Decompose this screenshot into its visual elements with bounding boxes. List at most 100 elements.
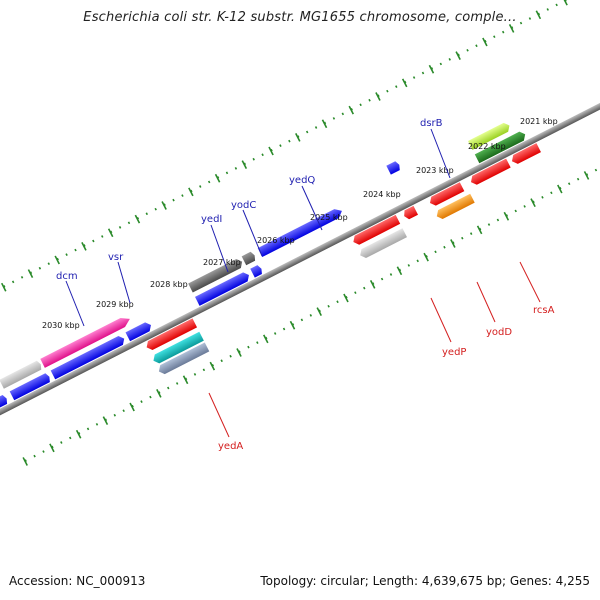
gene-arrow-yedP[interactable]	[358, 228, 407, 260]
major-tick	[81, 241, 87, 251]
kbp-label: 2021 kbp	[520, 117, 558, 126]
major-tick	[375, 92, 381, 101]
major-tick	[535, 10, 542, 20]
gene-arrow[interactable]	[0, 360, 43, 389]
major-tick	[455, 51, 461, 61]
gene-arrow[interactable]	[510, 143, 541, 166]
major-tick	[295, 133, 301, 142]
gene-arrow[interactable]	[241, 251, 257, 266]
major-tick	[450, 239, 456, 248]
kbp-ruler-outer	[0, 0, 575, 315]
gene-label-vsr[interactable]: vsr	[108, 252, 124, 263]
major-tick	[236, 348, 242, 357]
gene-arrow[interactable]	[469, 158, 511, 187]
kbp-label: 2025 kbp	[310, 213, 348, 222]
gene-label-yodC[interactable]: yodC	[231, 200, 256, 211]
major-tick	[508, 24, 515, 33]
major-tick	[0, 282, 7, 292]
major-tick	[503, 211, 510, 221]
gene-arrow[interactable]	[402, 205, 419, 221]
major-tick	[209, 361, 216, 371]
gene-arrow-dcm[interactable]	[40, 314, 132, 368]
major-tick	[54, 255, 60, 265]
kbp-label: 2029 kbp	[96, 300, 134, 309]
gene-arrow[interactable]	[250, 264, 263, 278]
major-tick	[214, 173, 221, 183]
major-tick	[369, 280, 376, 289]
gene-arrow-rcsA[interactable]	[435, 193, 475, 221]
major-tick	[102, 416, 109, 425]
gene-arrow[interactable]	[9, 372, 52, 401]
major-tick	[348, 105, 354, 115]
leader-line	[208, 392, 230, 438]
reverse-strand	[144, 143, 541, 375]
leader-line	[476, 281, 496, 323]
major-tick	[482, 37, 488, 47]
kbp-ruler-inner	[22, 142, 600, 466]
gene-arrow-yodD[interactable]	[428, 182, 465, 207]
leader-line	[210, 224, 229, 273]
major-tick	[263, 334, 269, 344]
gene-label-yedQ[interactable]: yedQ	[289, 175, 315, 186]
gene-arrow-yedQ[interactable]	[257, 206, 345, 258]
reverse-gene-labels: yedA yedP yodD rcsA	[208, 261, 555, 452]
gene-arrow[interactable]	[351, 214, 401, 247]
gene-arrow[interactable]	[0, 394, 9, 414]
leader-line	[242, 209, 263, 257]
major-tick	[343, 293, 349, 303]
major-tick	[530, 198, 536, 208]
major-tick	[401, 78, 408, 88]
major-tick	[27, 269, 34, 278]
major-tick	[396, 266, 403, 276]
gene-label-yodD[interactable]: yodD	[486, 327, 512, 338]
gene-arrow[interactable]	[467, 121, 512, 150]
kbp-labels: 2030 kbp 2029 kbp 2028 kbp 2027 kbp 2026…	[42, 117, 558, 330]
kbp-label: 2026 kbp	[257, 236, 295, 245]
major-tick	[161, 201, 167, 210]
leader-line	[301, 185, 323, 231]
major-tick	[107, 228, 114, 238]
major-tick	[22, 457, 28, 466]
leader-line	[65, 280, 85, 327]
gene-label-yedP[interactable]: yedP	[442, 347, 466, 358]
gene-arrow[interactable]	[144, 318, 198, 351]
kbp-label: 2024 kbp	[363, 190, 401, 199]
major-tick	[583, 171, 590, 180]
major-tick	[289, 320, 296, 330]
genome-summary: Topology: circular; Length: 4,639,675 bp…	[260, 574, 590, 588]
gene-label-yedI[interactable]: yedI	[201, 214, 222, 225]
kbp-label: 2030 kbp	[42, 321, 80, 330]
leader-line	[430, 128, 451, 179]
forward-gene-labels: dcm vsr yedI yodC yedQ dsrB	[56, 118, 451, 327]
kbp-label: 2022 kbp	[468, 142, 506, 151]
gene-arrow[interactable]	[474, 130, 528, 164]
gene-label-rcsA[interactable]: rcsA	[533, 305, 555, 316]
major-tick	[156, 388, 162, 398]
gene-arrow-dsrB[interactable]	[386, 160, 401, 175]
gene-label-dcm[interactable]: dcm	[56, 271, 78, 282]
gene-arrow[interactable]	[125, 321, 154, 342]
gene-arrow[interactable]	[157, 342, 210, 375]
major-tick	[241, 160, 248, 169]
gene-label-dsrB[interactable]: dsrB	[420, 118, 443, 129]
major-tick	[562, 0, 568, 6]
gene-arrow-yedI[interactable]	[195, 271, 251, 306]
gene-arrow-yedA[interactable]	[151, 331, 204, 365]
kbp-label: 2023 kbp	[416, 166, 454, 175]
forward-strand	[0, 121, 528, 414]
major-tick	[557, 184, 563, 194]
gene-arrow-yodC[interactable]	[188, 257, 244, 293]
major-tick	[49, 443, 55, 453]
gene-arrow-vsr[interactable]	[50, 334, 127, 380]
major-tick	[268, 146, 274, 156]
major-tick	[423, 252, 429, 262]
major-tick	[476, 225, 483, 235]
gene-label-yedA[interactable]: yedA	[218, 441, 243, 452]
major-tick	[321, 119, 328, 129]
major-tick	[428, 64, 435, 74]
leader-line	[519, 261, 541, 303]
major-tick	[188, 187, 194, 197]
accession-label: Accession: NC_000913	[9, 574, 146, 588]
major-tick	[182, 375, 189, 385]
